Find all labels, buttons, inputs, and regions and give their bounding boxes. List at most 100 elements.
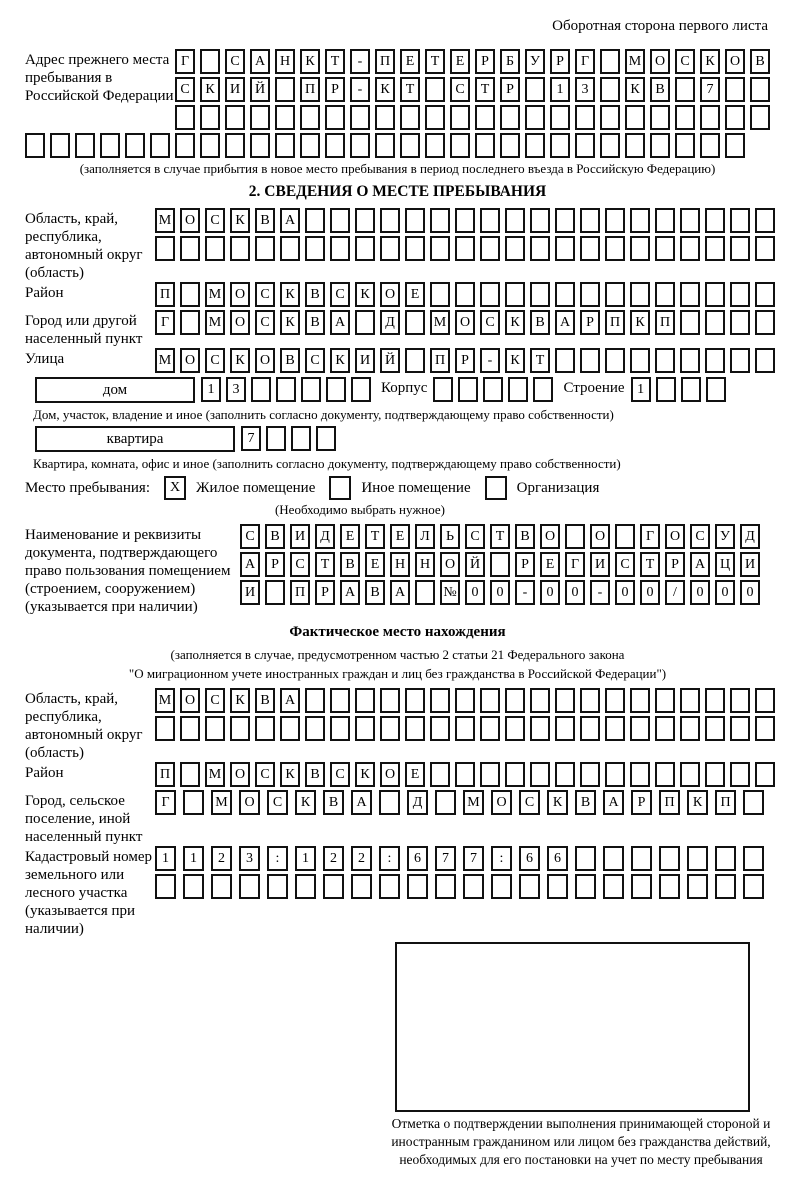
actual-region-block: Область, край, республика, автономный ок… bbox=[25, 688, 775, 762]
char-cell bbox=[743, 874, 764, 899]
apartment-cells: 7 bbox=[241, 426, 336, 451]
char-cell: А bbox=[390, 580, 410, 605]
char-cell bbox=[50, 133, 70, 158]
char-cell: Й bbox=[465, 552, 485, 577]
char-cell: Е bbox=[390, 524, 410, 549]
char-cell bbox=[75, 133, 95, 158]
apartment-row: квартира 7 bbox=[35, 426, 770, 454]
prev-address-block: Адрес прежнего места пребывания в Россий… bbox=[25, 49, 770, 133]
char-cell bbox=[491, 874, 512, 899]
char-cell bbox=[255, 236, 275, 261]
inoe-label: Иное помещение bbox=[361, 479, 471, 496]
korpus-label: Корпус bbox=[381, 380, 428, 396]
char-cell: - bbox=[515, 580, 535, 605]
char-cell bbox=[239, 874, 260, 899]
char-cell bbox=[600, 49, 620, 74]
char-cell bbox=[600, 105, 620, 130]
char-cell bbox=[405, 208, 425, 233]
char-cell: К bbox=[505, 310, 525, 335]
char-cell bbox=[655, 208, 675, 233]
char-cell bbox=[275, 77, 295, 102]
char-cell: Ц bbox=[715, 552, 735, 577]
char-cell: О bbox=[540, 524, 560, 549]
char-cell bbox=[326, 377, 346, 402]
char-cell bbox=[480, 762, 500, 787]
char-cell bbox=[291, 426, 311, 451]
char-cell bbox=[730, 716, 750, 741]
char-cell: Т bbox=[640, 552, 660, 577]
char-cell bbox=[323, 874, 344, 899]
char-cell: В bbox=[305, 762, 325, 787]
char-cell bbox=[575, 874, 596, 899]
char-cell: Й bbox=[380, 348, 400, 373]
char-cell bbox=[505, 716, 525, 741]
char-cell: А bbox=[690, 552, 710, 577]
char-cell bbox=[603, 846, 624, 871]
stamp-box bbox=[395, 942, 750, 1112]
char-cell: К bbox=[300, 49, 320, 74]
char-cell bbox=[475, 105, 495, 130]
char-cell: П bbox=[375, 49, 395, 74]
char-cell: Г bbox=[640, 524, 660, 549]
char-cell: Г bbox=[175, 49, 195, 74]
char-cell: О bbox=[590, 524, 610, 549]
char-cell: О bbox=[455, 310, 475, 335]
char-cell bbox=[455, 282, 475, 307]
char-cell: Т bbox=[325, 49, 345, 74]
residence-option-zhiloe: X Жилое помещение bbox=[164, 476, 315, 500]
char-cell bbox=[715, 846, 736, 871]
char-cell: У bbox=[715, 524, 735, 549]
char-cell bbox=[375, 105, 395, 130]
char-cell bbox=[480, 688, 500, 713]
char-cell: К bbox=[295, 790, 316, 815]
char-cell: К bbox=[375, 77, 395, 102]
char-cell: С bbox=[205, 348, 225, 373]
char-cell: 0 bbox=[740, 580, 760, 605]
char-cell: П bbox=[659, 790, 680, 815]
char-cell bbox=[730, 236, 750, 261]
char-cell bbox=[580, 762, 600, 787]
char-cell bbox=[680, 688, 700, 713]
char-cell bbox=[715, 874, 736, 899]
char-cell bbox=[100, 133, 120, 158]
char-cell bbox=[530, 208, 550, 233]
char-cell bbox=[725, 105, 745, 130]
char-cell: Д bbox=[315, 524, 335, 549]
char-cell bbox=[525, 133, 545, 158]
char-cell bbox=[630, 716, 650, 741]
char-cell bbox=[730, 282, 750, 307]
actual-region-row-2 bbox=[155, 716, 775, 741]
char-cell bbox=[180, 282, 200, 307]
section2-title: 2. СВЕДЕНИЯ О МЕСТЕ ПРЕБЫВАНИЯ bbox=[248, 183, 547, 200]
char-cell: А bbox=[280, 688, 300, 713]
char-cell bbox=[755, 282, 775, 307]
char-cell: В bbox=[365, 580, 385, 605]
korpus-cells bbox=[433, 377, 554, 402]
char-cell: О bbox=[380, 282, 400, 307]
char-cell bbox=[415, 580, 435, 605]
char-cell bbox=[555, 762, 575, 787]
char-cell: С bbox=[465, 524, 485, 549]
char-cell bbox=[655, 348, 675, 373]
char-cell bbox=[705, 377, 726, 402]
char-cell: О bbox=[180, 688, 200, 713]
char-cell bbox=[655, 236, 675, 261]
char-cell bbox=[267, 874, 288, 899]
char-cell: П bbox=[715, 790, 736, 815]
char-cell bbox=[630, 236, 650, 261]
char-cell: 0 bbox=[565, 580, 585, 605]
zhiloe-checkbox: X bbox=[164, 476, 186, 500]
actual-district-label: Район bbox=[25, 765, 64, 781]
char-cell bbox=[555, 348, 575, 373]
char-cell: : bbox=[379, 846, 400, 871]
char-cell: С bbox=[675, 49, 695, 74]
char-cell: С bbox=[240, 524, 260, 549]
city-label: Город или другой населенный пункт bbox=[25, 313, 143, 347]
char-cell bbox=[405, 688, 425, 713]
